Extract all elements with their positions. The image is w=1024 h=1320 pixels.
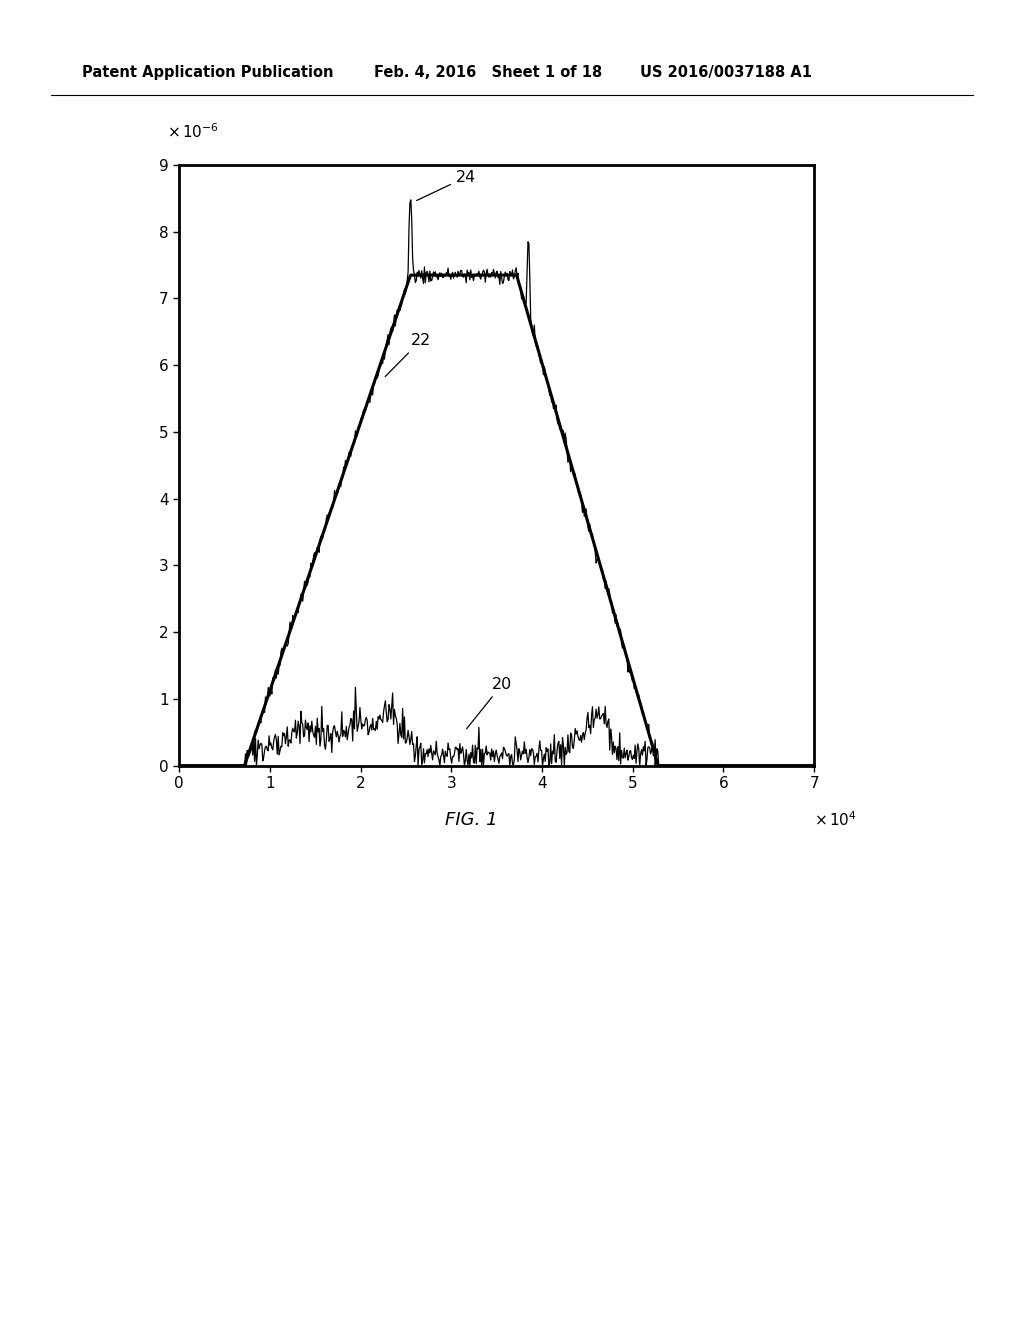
Text: 20: 20 [467,677,512,729]
Text: US 2016/0037188 A1: US 2016/0037188 A1 [640,65,812,79]
Text: $\times\,10^{-6}$: $\times\,10^{-6}$ [167,123,218,141]
Text: Patent Application Publication: Patent Application Publication [82,65,334,79]
Text: 22: 22 [385,333,431,376]
Text: FIG. 1: FIG. 1 [444,810,498,829]
Text: 24: 24 [417,170,476,201]
Text: $\times\,10^{4}$: $\times\,10^{4}$ [814,810,857,829]
Text: Feb. 4, 2016   Sheet 1 of 18: Feb. 4, 2016 Sheet 1 of 18 [374,65,602,79]
